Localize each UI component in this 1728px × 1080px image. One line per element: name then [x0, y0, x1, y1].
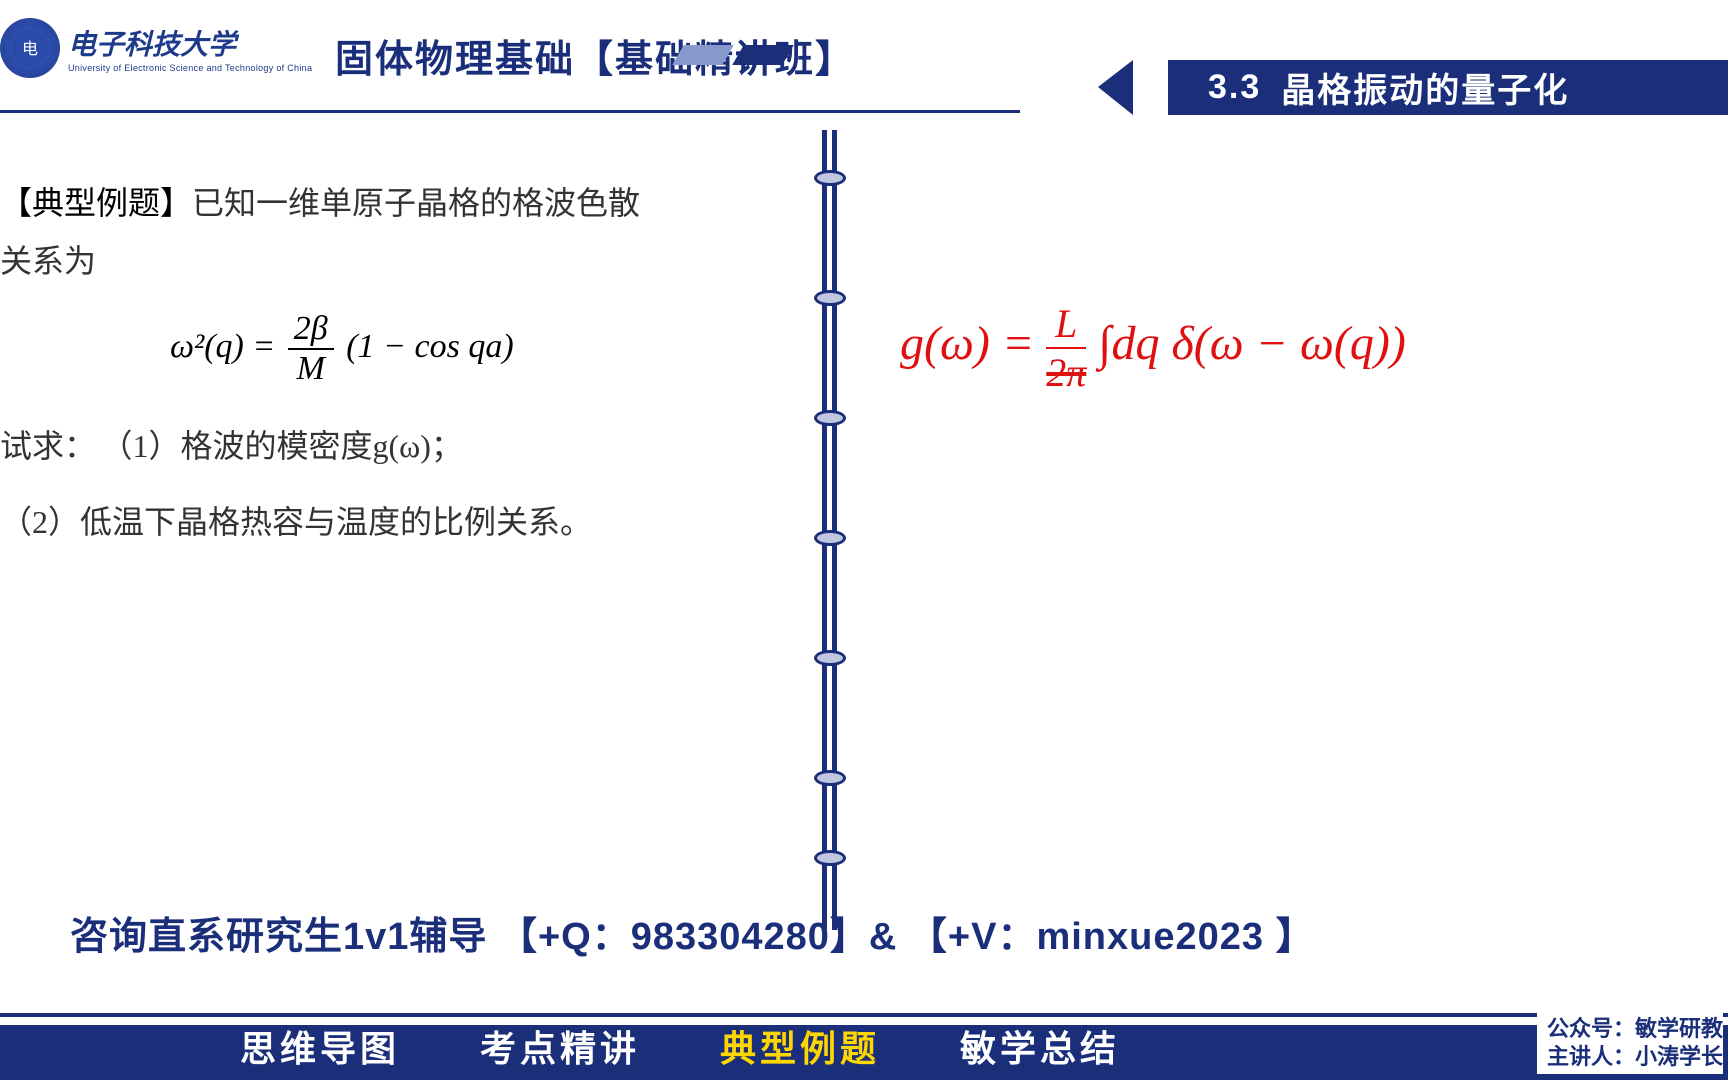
hw-denominator: 2π: [1046, 347, 1086, 396]
formula-rhs: (1 − cos qa): [346, 328, 513, 365]
footer: 思维导图 考点精讲 典型例题 敏学总结 公众号：敏学研教 主讲人：小涛学长: [0, 1005, 1728, 1080]
contact-info: 咨询直系研究生1v1辅导 【+Q：983304280】& 【+V：minxue2…: [70, 905, 1315, 960]
formula-numerator: 2β: [288, 310, 334, 350]
problem-column: 【典型例题】已知一维单原子晶格的格波色散 关系为 ω²(q) = 2β M (1…: [0, 175, 790, 551]
hw-numerator: L: [1046, 300, 1086, 347]
question-2: （2）低温下晶格热容与温度的比例关系。: [0, 494, 790, 552]
credit-line2: 主讲人：小涛学长: [1547, 1043, 1723, 1072]
tab-mindmap[interactable]: 思维导图: [240, 1020, 400, 1072]
content-area: 【典型例题】已知一维单原子晶格的格波色散 关系为 ω²(q) = 2β M (1…: [0, 135, 1728, 925]
tab-summary[interactable]: 敏学总结: [960, 1020, 1120, 1072]
credit-line1: 公众号：敏学研教: [1547, 1015, 1723, 1044]
header: 电 电子科技大学 University of Electronic Scienc…: [0, 0, 1728, 115]
section-banner: 3.3 晶格振动的量子化: [1168, 60, 1728, 115]
svg-text:电: 电: [22, 40, 38, 58]
footer-credits: 公众号：敏学研教 主讲人：小涛学长: [1537, 1013, 1723, 1074]
tab-examples[interactable]: 典型例题: [720, 1020, 880, 1072]
ask-label: 试求：: [0, 428, 96, 464]
formula-denominator: M: [288, 350, 334, 388]
section-title: 晶格振动的量子化: [1281, 63, 1569, 112]
logo-area: 电 电子科技大学 University of Electronic Scienc…: [0, 18, 312, 78]
question-block: 试求： （1）格波的模密度g(ω)；: [0, 418, 790, 476]
hw-rhs: ∫dq δ(ω − ω(q)): [1098, 317, 1406, 370]
formula-fraction: 2β M: [288, 310, 334, 388]
question-1: （1）格波的模密度g(ω)；: [100, 428, 462, 464]
handwritten-formula: g(ω) = L 2π ∫dq δ(ω − ω(q)): [900, 300, 1406, 396]
dispersion-formula: ω²(q) = 2β M (1 − cos qa): [170, 310, 790, 388]
problem-line1: 已知一维单原子晶格的格波色散: [192, 185, 640, 221]
university-logo-icon: 电: [0, 18, 60, 78]
problem-statement: 【典型例题】已知一维单原子晶格的格波色散: [0, 175, 790, 233]
section-number: 3.3: [1208, 68, 1261, 107]
header-underline: [0, 110, 1020, 113]
university-name-block: 电子科技大学 University of Electronic Science …: [68, 23, 312, 73]
formula-lhs: ω²(q) =: [170, 328, 275, 365]
hw-fraction: L 2π: [1046, 300, 1086, 396]
hw-lhs: g(ω) =: [900, 317, 1034, 370]
footer-tabs: 思维导图 考点精讲 典型例题 敏学总结: [240, 1020, 1120, 1072]
university-name-en: University of Electronic Science and Tec…: [68, 63, 312, 73]
university-name-cn: 电子科技大学: [68, 23, 312, 63]
problem-label: 【典型例题】: [0, 185, 192, 221]
header-decoration: [678, 30, 1128, 80]
tab-keypoints[interactable]: 考点精讲: [480, 1020, 640, 1072]
problem-line2: 关系为: [0, 233, 790, 291]
